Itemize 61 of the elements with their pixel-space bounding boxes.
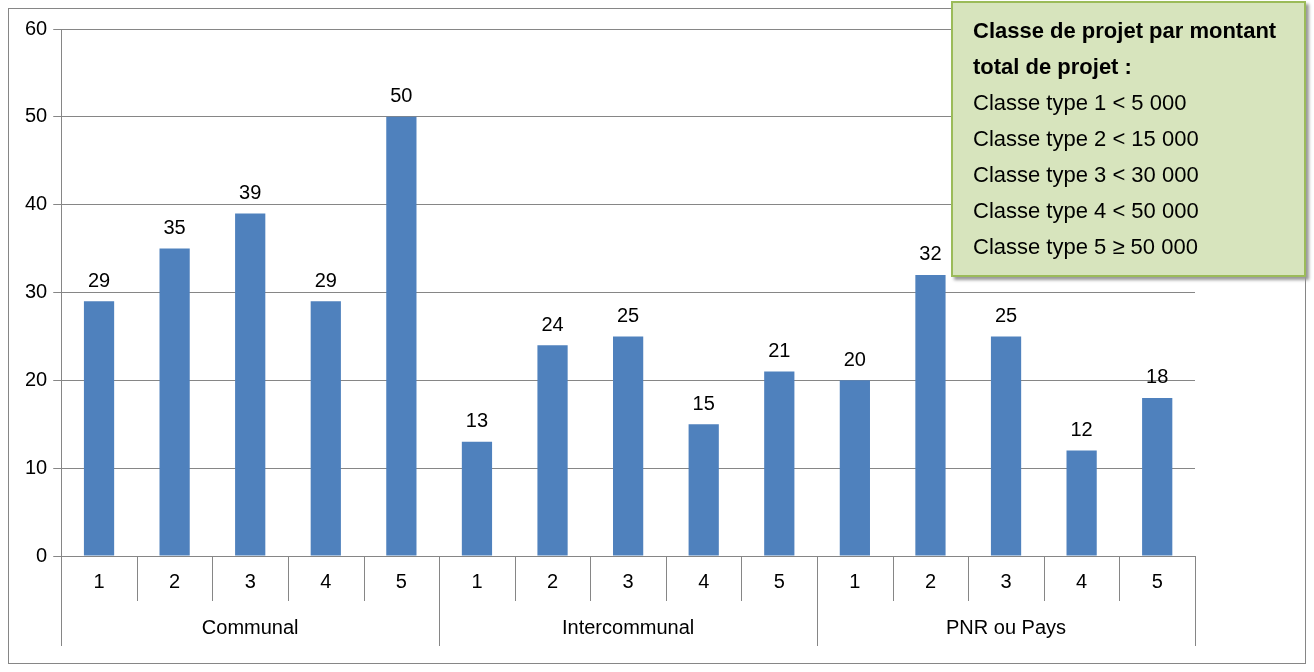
y-tick-label: 30 (25, 280, 48, 303)
text: Intercommunal (561, 615, 695, 638)
annotation: Classe type 3 < 30 000 (973, 161, 1200, 189)
data-label: 24 (541, 312, 564, 335)
data-label: 18 (1146, 365, 1169, 388)
annotation: Classe type 5 ≥ 50 000 (973, 233, 1199, 261)
text: PNR ou Pays (946, 615, 1067, 638)
x-tick-label: 1 (849, 569, 861, 592)
data-label: 50 (390, 84, 413, 107)
bar (915, 274, 946, 556)
data-label: 39 (239, 180, 262, 203)
annotation: Classe de projet par montant total de projet : (973, 17, 1278, 81)
x-tick-label: 4 (698, 569, 710, 592)
x-tick-label: 3 (1000, 569, 1012, 592)
bar (764, 371, 795, 556)
annotation: Classe type 2 < 15 000 (973, 125, 1200, 153)
bar (461, 441, 493, 556)
bar (386, 116, 417, 556)
data-label: 25 (994, 303, 1018, 326)
bar (83, 301, 115, 556)
text: Communal (201, 615, 299, 638)
x-tick-label: 4 (1076, 569, 1088, 592)
bar (537, 345, 568, 556)
data-label: 15 (692, 391, 715, 414)
y-tick-label: 10 (25, 455, 48, 478)
y-tick-label: 0 (36, 543, 48, 566)
bar (235, 213, 266, 556)
x-tick-label: 1 (471, 569, 483, 592)
data-label: 25 (617, 303, 640, 326)
x-tick-label: 3 (622, 569, 634, 592)
x-tick-label: 2 (924, 569, 937, 592)
annotation: Classe type 1 < 5 000 (973, 89, 1188, 117)
x-tick-label: 5 (395, 569, 407, 592)
bar (613, 336, 644, 556)
x-tick-label: 5 (773, 569, 785, 592)
data-label: 21 (768, 339, 791, 362)
x-tick-label: 3 (244, 569, 256, 592)
bar (159, 248, 190, 556)
annotation: Classe type 4 < 50 000 (973, 197, 1200, 225)
bar (839, 380, 870, 556)
bar (1142, 397, 1173, 556)
x-tick-label: 2 (546, 569, 559, 592)
data-label: 35 (163, 216, 186, 239)
data-label: 29 (314, 268, 337, 291)
bar (1066, 450, 1097, 556)
x-tick-label: 2 (169, 569, 181, 592)
data-label: 13 (465, 409, 489, 432)
y-tick-label: 50 (25, 104, 48, 127)
x-tick-label: 1 (93, 569, 105, 592)
x-tick-label: 4 (320, 569, 332, 592)
data-label: 20 (843, 347, 866, 370)
data-label: 12 (1070, 418, 1093, 441)
bar (990, 336, 1022, 556)
bar (310, 301, 341, 556)
data-label: 32 (919, 242, 942, 265)
y-tick-label: 20 (25, 367, 48, 390)
y-tick-label: 40 (25, 192, 48, 215)
bar (688, 424, 719, 556)
x-tick-label: 5 (1151, 569, 1163, 592)
data-label: 29 (87, 268, 111, 291)
y-tick-label: 60 (25, 16, 48, 39)
